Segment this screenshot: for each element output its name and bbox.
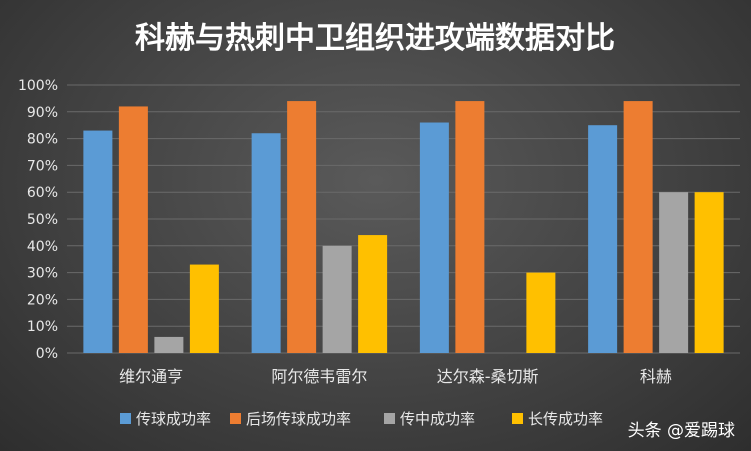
legend-label-2: 传中成功率 (400, 410, 475, 428)
bar-0-1: 传球成功率: 82% (251, 133, 281, 353)
bar-3-1: 长传成功率: 44% (358, 235, 388, 353)
y-tick-label: 10% (27, 319, 58, 335)
x-tick-label: 科赫 (640, 367, 672, 386)
y-tick-label: 0% (36, 346, 58, 362)
bar-0-2: 传球成功率: 86% (419, 122, 449, 354)
legend-swatch-2 (384, 413, 395, 424)
legend-swatch-0 (120, 413, 131, 424)
y-tick-label: 30% (27, 266, 58, 282)
y-tick-label: 70% (27, 158, 58, 174)
y-tick-label: 80% (27, 132, 58, 148)
legend-label-1: 后场传球成功率 (246, 410, 351, 428)
bar-2-3: 传中成功率: 60% (659, 192, 689, 353)
bar-2-0: 传中成功率: 6% (154, 336, 184, 353)
chart-title: 科赫与热刺中卫组织进攻端数据对比 (135, 21, 615, 56)
watermark-text: 头条 @爱踢球 (628, 421, 735, 441)
x-tick-label: 维尔通亨 (119, 367, 183, 386)
bar-1-0: 后场传球成功率: 92% (118, 106, 148, 353)
y-tick-label: 50% (27, 212, 58, 228)
legend-label-3: 长传成功率 (528, 410, 603, 428)
x-tick-label: 达尔森-桑切斯 (437, 367, 539, 386)
bar-3-2: 长传成功率: 30% (526, 272, 556, 353)
bar-1-3: 后场传球成功率: 94% (623, 101, 653, 353)
legend-swatch-1 (230, 413, 241, 424)
y-axis-ticks: 0% 10% 20% 30% 40% 50% 60% 70% 80% 90% 100% (18, 78, 58, 362)
y-tick-label: 100% (18, 78, 58, 94)
bar-3-3: 长传成功率: 60% (694, 192, 724, 353)
x-axis-ticks: 维尔通亨 阿尔德韦雷尔 达尔森-桑切斯 科赫 (119, 367, 672, 386)
legend-label-0: 传球成功率 (136, 410, 211, 428)
legend: 传球成功率 后场传球成功率 传中成功率 长传成功率 (120, 410, 603, 428)
bar-0-0: 传球成功率: 83% (83, 130, 113, 353)
y-tick-label: 40% (27, 239, 58, 255)
bar-1-2: 后场传球成功率: 94% (455, 101, 485, 353)
bars: 传球成功率: 83% 传球成功率: 82% 传球成功率: 86% 传球成功率: 85%… (83, 101, 724, 354)
bar-3-0: 长传成功率: 33% (189, 264, 219, 353)
legend-swatch-3 (512, 413, 523, 424)
bar-0-3: 传球成功率: 85% (588, 125, 618, 353)
x-tick-label: 阿尔德韦雷尔 (271, 367, 367, 386)
bar-2-1: 传中成功率: 40% (322, 245, 352, 353)
y-tick-label: 60% (27, 185, 58, 201)
y-tick-label: 90% (27, 105, 58, 121)
y-tick-label: 20% (27, 292, 58, 308)
bar-1-1: 后场传球成功率: 94% (287, 101, 317, 353)
